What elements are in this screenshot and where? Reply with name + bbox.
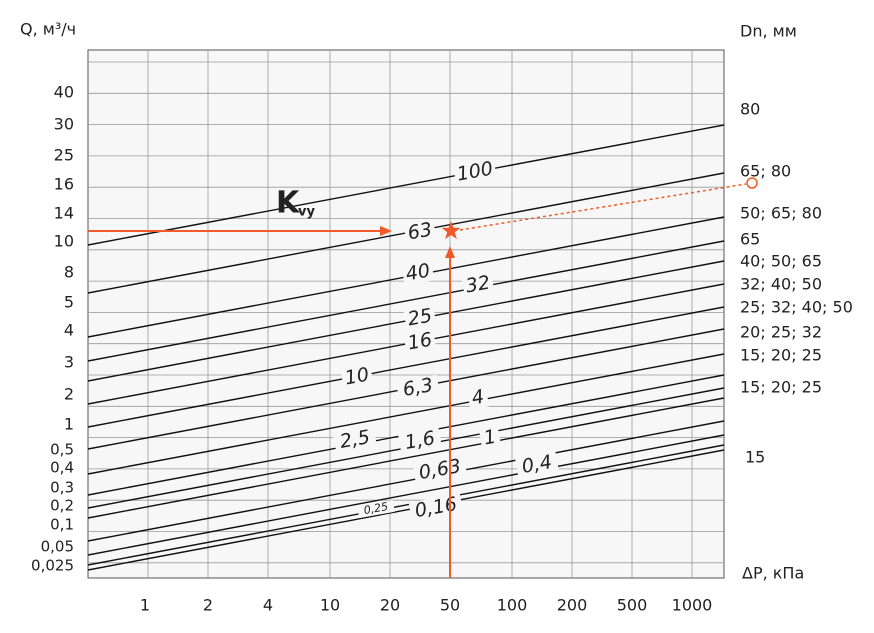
- x-tick-label: 50: [440, 596, 460, 615]
- kvy-label: K: [276, 186, 301, 221]
- x-tick-label: 200: [557, 596, 588, 615]
- kv-label: 32: [464, 272, 492, 298]
- kv-label: 10: [343, 364, 371, 390]
- dn-point: [746, 177, 758, 189]
- kv-line: [87, 434, 725, 556]
- dn-label: 15; 20; 25: [740, 378, 822, 397]
- kv-label: 6,3: [401, 374, 435, 401]
- x-tick-label: 2: [203, 596, 213, 615]
- kv-line: [87, 240, 725, 362]
- right-axis-title: Dn, мм: [740, 22, 797, 41]
- y-tick-label: 4: [64, 321, 74, 340]
- label-gap: [403, 305, 437, 331]
- y-tick-label: 10: [54, 232, 74, 251]
- y-tick-label: 14: [54, 204, 74, 223]
- kv-label: 16: [406, 329, 434, 355]
- dn-label: 25; 32; 40; 50: [740, 298, 853, 317]
- label-gap: [461, 272, 495, 298]
- kv-line: [87, 449, 725, 571]
- kv-label: 4: [470, 386, 486, 410]
- y-tick-label: 16: [54, 175, 74, 194]
- x-tick-label: 20: [380, 596, 400, 615]
- label-gap: [466, 386, 490, 410]
- dn-label: 65; 80: [740, 162, 791, 181]
- dn-label: 15; 20; 25: [740, 346, 822, 365]
- y-tick-label: 25: [54, 146, 74, 165]
- y-tick-label: 8: [64, 263, 74, 282]
- operating-point: [441, 221, 461, 240]
- x-tick-label: 4: [263, 596, 273, 615]
- dn-label: 32; 40; 50: [740, 275, 822, 294]
- kv-line: [87, 353, 725, 475]
- kv-line: [87, 420, 725, 542]
- label-gap: [401, 260, 435, 286]
- arrow-head: [380, 226, 392, 236]
- y-tick-label: 40: [54, 83, 74, 102]
- y-tick-label: 30: [54, 115, 74, 134]
- label-gap: [515, 451, 559, 479]
- y-tick-label: 0,4: [50, 459, 74, 477]
- kv-line: [87, 124, 725, 246]
- label-gap: [396, 374, 440, 402]
- y-tick-label: 0,025: [31, 557, 74, 575]
- x-tick-label: 10: [320, 596, 340, 615]
- annotation: [88, 177, 758, 578]
- label-gap: [412, 455, 468, 485]
- dn-label: 40; 50; 65: [740, 252, 822, 271]
- kv-label: 63: [406, 219, 434, 245]
- kv-label: 0,4: [520, 451, 554, 478]
- y-tick-label: 0,05: [41, 538, 74, 556]
- label-gap: [357, 499, 395, 519]
- kv-label: 0,25: [363, 500, 389, 517]
- label-gap: [398, 427, 442, 455]
- dn-link: [459, 183, 747, 231]
- y-tick-label: 5: [64, 293, 74, 312]
- dn-label: 20; 25; 32: [740, 323, 822, 342]
- y-axis-title: Q, м³/ч: [20, 20, 76, 39]
- label-gap: [403, 219, 437, 245]
- label-gap: [453, 158, 497, 186]
- kv-label: 1: [482, 426, 498, 450]
- x-tick-label: 100: [497, 596, 528, 615]
- y-tick-label: 0,3: [50, 479, 74, 497]
- kv-line: [87, 397, 725, 519]
- y-tick-label: 2: [64, 385, 74, 404]
- label-gap: [333, 426, 377, 454]
- y-tick-label: 1: [64, 415, 74, 434]
- label-gap: [478, 426, 502, 450]
- kv-label: 40: [404, 260, 432, 286]
- y-tick-label: 0,2: [50, 497, 74, 515]
- arrow-head: [445, 246, 455, 258]
- x-axis-title: ΔP, кПа: [742, 564, 804, 583]
- kv-label: 1,6: [403, 427, 437, 454]
- kv-line: [87, 306, 725, 428]
- kv-line: [87, 444, 725, 566]
- kvy-sub: vy: [298, 205, 315, 220]
- x-tick-label: 1000: [672, 596, 713, 615]
- y-tick-label: 0,1: [50, 516, 74, 534]
- dn-label: 50; 65; 80: [740, 204, 822, 223]
- kv-label: 2,5: [338, 426, 372, 453]
- x-tick-label: 500: [617, 596, 648, 615]
- x-tick-label: 1: [140, 596, 150, 615]
- y-tick-label: 3: [64, 353, 74, 372]
- label-gap: [340, 364, 374, 390]
- dn-label: 80: [740, 100, 760, 119]
- label-gap: [403, 329, 437, 355]
- kv-label: 25: [406, 305, 434, 331]
- dn-label: 15: [745, 448, 765, 467]
- dn-label: 65: [740, 230, 760, 249]
- y-tick-label: 0,5: [50, 441, 74, 459]
